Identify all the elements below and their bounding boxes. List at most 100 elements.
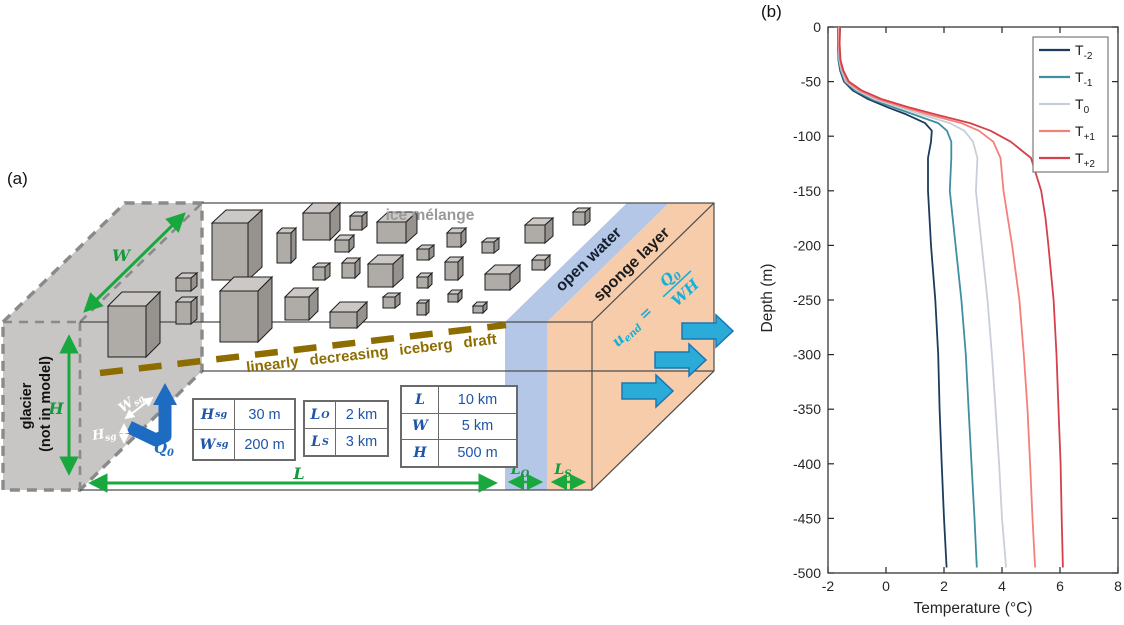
x-tick-label: 8: [1114, 578, 1122, 594]
x-tick-label: 0: [882, 578, 890, 594]
iceberg-front-face: [175, 301, 192, 325]
param-symbol: H: [402, 440, 439, 466]
param-symbol: W: [402, 413, 439, 439]
iceberg-front-face: [446, 232, 462, 248]
param-value: 500 m: [457, 444, 498, 461]
table-row: L 10 km: [402, 387, 516, 413]
y-axis-label: Depth (m): [759, 264, 776, 333]
discharge-arrow-icon: [126, 403, 172, 447]
iceberg-front-face: [416, 276, 429, 289]
glacier-label: glacier (not in model): [19, 356, 54, 452]
iceberg-cube-icon: [366, 253, 405, 289]
legend-entry-label: T+2: [1075, 150, 1095, 170]
y-tick-label: -150: [793, 183, 821, 199]
iceberg-front-face: [211, 222, 249, 281]
edge-top-right-diag: [591, 202, 715, 323]
iceberg-cube-icon: [218, 275, 274, 344]
iceberg-cube-icon: [301, 201, 342, 242]
iceberg-cube-icon: [333, 233, 356, 254]
sponge-length-label: LS: [553, 462, 571, 480]
x-tick-label: 2: [940, 578, 948, 594]
width-label: W: [112, 246, 132, 265]
param-value: 30 m: [248, 406, 281, 423]
iceberg-front-face: [276, 232, 292, 264]
iceberg-front-face: [334, 239, 350, 253]
iceberg-front-face: [531, 259, 546, 271]
legend-entry-label: T0: [1075, 96, 1090, 116]
length-label: L: [292, 464, 304, 483]
iceberg-side-face: [247, 208, 263, 282]
param-value: 2 km: [345, 407, 378, 423]
iceberg-cube-icon: [415, 298, 431, 317]
y-tick-label: -200: [793, 237, 821, 253]
iceberg-field: [106, 201, 592, 359]
profile-line-0: [837, 26, 1007, 568]
iceberg-cube-icon: [340, 256, 362, 280]
iceberg-cube-icon: [571, 206, 592, 227]
iceberg-cube-icon: [210, 208, 264, 282]
profile-line-+2: [838, 26, 1064, 568]
iceberg-cube-icon: [375, 210, 419, 245]
iceberg-cube-icon: [283, 286, 320, 322]
iceberg-front-face: [341, 262, 356, 279]
x-tick-label: 6: [1056, 578, 1064, 594]
iceberg-front-face: [447, 293, 459, 303]
y-tick-label: -450: [793, 510, 821, 526]
outflow-arrow-icon: [621, 373, 675, 409]
iceberg-front-face: [484, 273, 511, 291]
y-tick-label: -50: [801, 74, 821, 90]
param-symbol: L: [402, 387, 439, 413]
y-tick-label: -350: [793, 401, 821, 417]
temperature-profile-chart: -2 0 2 4 6 8 0 -50 -100 -150 -200 -250 -300 -350 -400 -…: [793, 19, 1122, 594]
legend-entry-label: T+1: [1075, 123, 1095, 143]
iceberg-front-face: [367, 263, 394, 288]
open-water-top-band: [505, 203, 669, 322]
discharge-label: Q0: [154, 439, 174, 459]
param-value: 10 km: [457, 391, 498, 408]
fjord-wireframe: [80, 202, 715, 491]
ice-melange-label: ice mélange: [386, 207, 475, 224]
iceberg-front-face: [382, 296, 396, 309]
iceberg-front-face: [107, 305, 147, 358]
iceberg-cube-icon: [446, 288, 464, 304]
glacier-body: [3, 203, 202, 490]
x-tick-label: -2: [822, 578, 835, 594]
channel-width-arrow: [124, 396, 154, 420]
edge-bottom-right-diag: [591, 370, 715, 491]
outflow-arrow-icon: [654, 342, 708, 378]
table-row: H 500 m: [402, 439, 516, 466]
iceberg-cube-icon: [471, 300, 489, 315]
outflow-arrow-icon: [681, 313, 735, 349]
discharge-arrowhead-icon: [153, 383, 177, 405]
iceberg-front-face: [376, 221, 407, 244]
iceberg-cube-icon: [445, 226, 468, 249]
param-value: 3 km: [345, 434, 378, 450]
y-tick-label: -400: [793, 456, 821, 472]
param-value: 200 m: [244, 436, 285, 453]
channel-height-label: Hsg: [90, 425, 117, 446]
glacier-block: glacier (not in model): [1, 201, 204, 492]
iceberg-front-face: [416, 248, 430, 261]
iceberg-front-face: [416, 302, 427, 316]
profile-line-+1: [838, 26, 1036, 568]
iceberg-front-face: [444, 261, 459, 281]
iceberg-cube-icon: [480, 236, 501, 255]
iceberg-cube-icon: [328, 300, 369, 330]
iceberg-front-face: [302, 212, 331, 241]
profile-line--1: [837, 26, 978, 568]
iceberg-front-face: [481, 241, 495, 254]
iceberg-front-face: [349, 215, 363, 231]
iceberg-cube-icon: [275, 226, 298, 265]
iceberg-front-face: [312, 266, 326, 281]
y-tick-label: -500: [793, 565, 821, 581]
iceberg-side-face: [190, 295, 198, 326]
x-tick-label: 4: [998, 578, 1006, 594]
iceberg-cube-icon: [348, 210, 369, 232]
domain-dimensions-table: L 10 km W 5 km H 500 m: [400, 385, 518, 468]
